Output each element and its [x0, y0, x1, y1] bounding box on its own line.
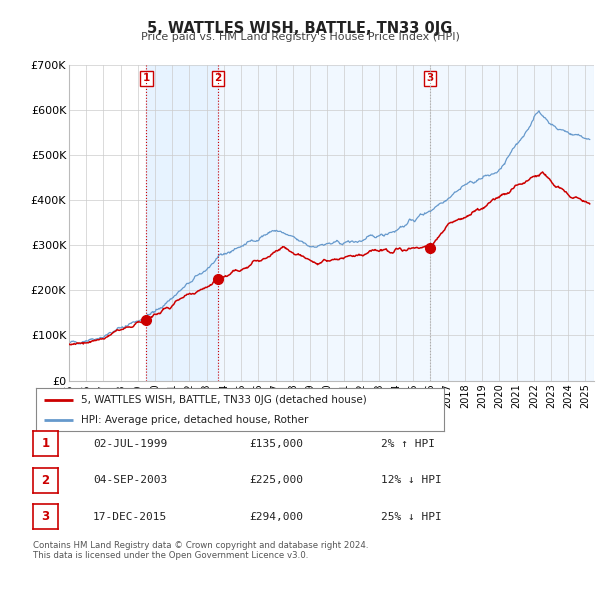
Text: £294,000: £294,000 [249, 512, 303, 522]
Text: 25% ↓ HPI: 25% ↓ HPI [381, 512, 442, 522]
Text: £135,000: £135,000 [249, 439, 303, 448]
Text: 2: 2 [215, 73, 222, 83]
Text: 2% ↑ HPI: 2% ↑ HPI [381, 439, 435, 448]
Text: 3: 3 [41, 510, 50, 523]
Text: Price paid vs. HM Land Registry's House Price Index (HPI): Price paid vs. HM Land Registry's House … [140, 32, 460, 42]
Text: 1: 1 [143, 73, 150, 83]
Text: 2: 2 [41, 474, 50, 487]
Text: 02-JUL-1999: 02-JUL-1999 [93, 439, 167, 448]
Text: 17-DEC-2015: 17-DEC-2015 [93, 512, 167, 522]
Text: 12% ↓ HPI: 12% ↓ HPI [381, 476, 442, 485]
Text: 3: 3 [426, 73, 433, 83]
Text: Contains HM Land Registry data © Crown copyright and database right 2024.: Contains HM Land Registry data © Crown c… [33, 541, 368, 550]
Text: 5, WATTLES WISH, BATTLE, TN33 0JG (detached house): 5, WATTLES WISH, BATTLE, TN33 0JG (detac… [81, 395, 367, 405]
Text: 04-SEP-2003: 04-SEP-2003 [93, 476, 167, 485]
Text: £225,000: £225,000 [249, 476, 303, 485]
Text: 5, WATTLES WISH, BATTLE, TN33 0JG: 5, WATTLES WISH, BATTLE, TN33 0JG [148, 21, 452, 35]
Bar [218, 65, 594, 381]
Text: This data is licensed under the Open Government Licence v3.0.: This data is licensed under the Open Gov… [33, 552, 308, 560]
Text: 1: 1 [41, 437, 50, 450]
Bar [146, 65, 218, 381]
Text: HPI: Average price, detached house, Rother: HPI: Average price, detached house, Roth… [81, 415, 308, 425]
